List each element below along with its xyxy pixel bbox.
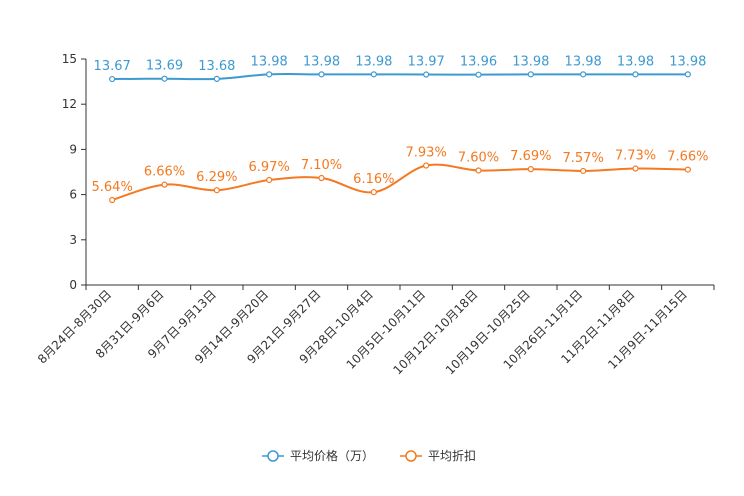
data-label: 6.29% [196,170,237,185]
data-point [684,71,691,78]
data-point [580,71,587,78]
data-label: 7.60% [458,150,499,165]
y-tick-label: 15 [62,52,77,66]
legend-marker-icon [405,450,417,462]
legend-item-1[interactable]: 平均折扣 [400,448,476,463]
data-point [423,71,430,78]
data-point [370,71,377,78]
series-line-1 [111,163,688,201]
data-point [370,189,377,196]
data-label: 13.98 [355,54,392,69]
data-point [423,162,430,169]
data-point [475,167,482,174]
chart-series: 13.67 13.69 13.68 13.98 13.98 13.98 13.97 13.96… [92,54,708,204]
data-point [684,166,691,173]
chart-axes: 036912158月24日-8月30日8月31日-9月6日9月7日-9月13日9… [35,52,715,377]
legend-marker-icon [267,450,279,462]
data-point [213,75,220,82]
data-label: 5.64% [92,180,133,195]
data-label: 6.16% [353,172,394,187]
data-point [632,165,639,172]
data-point [213,187,220,194]
data-label: 6.66% [144,165,185,180]
data-point [318,174,325,182]
data-point [109,196,116,204]
data-label: 7.66% [667,150,708,165]
data-label: 13.98 [303,54,340,69]
y-tick-label: 9 [69,142,77,156]
data-label: 13.96 [460,55,497,70]
data-label: 7.57% [563,151,604,166]
data-label: 13.98 [251,54,288,69]
y-tick-label: 12 [62,97,77,111]
data-label: 7.73% [615,149,656,164]
data-label: 13.98 [512,54,549,69]
data-label: 13.98 [669,54,706,69]
data-label: 13.69 [146,59,183,74]
y-tick-label: 3 [69,233,77,247]
data-point [580,167,587,175]
data-label: 7.10% [301,158,342,173]
series-line-0 [112,73,688,81]
y-tick-label: 6 [69,188,77,202]
data-point [109,75,116,83]
data-label: 7.93% [406,146,447,161]
data-label: 13.68 [198,59,235,74]
data-point [527,166,534,173]
data-label: 13.97 [408,55,445,70]
y-tick-label: 0 [69,278,77,292]
legend-item-0[interactable]: 平均价格（万） [262,448,374,463]
data-label: 13.98 [565,54,602,69]
data-point [527,71,534,78]
data-label: 13.98 [617,54,654,69]
chart-legend[interactable]: 平均价格（万） 平均折扣 [262,448,476,463]
data-point [161,75,168,82]
data-point [475,71,482,78]
data-point [266,71,273,78]
legend-label: 平均折扣 [428,448,476,463]
data-label: 13.67 [94,59,131,74]
data-point [266,176,273,184]
data-label: 6.97% [249,160,290,175]
data-point [632,71,639,78]
data-label: 7.69% [510,149,551,164]
data-point [161,181,168,188]
data-point [318,71,325,78]
legend-label: 平均价格（万） [290,448,374,463]
